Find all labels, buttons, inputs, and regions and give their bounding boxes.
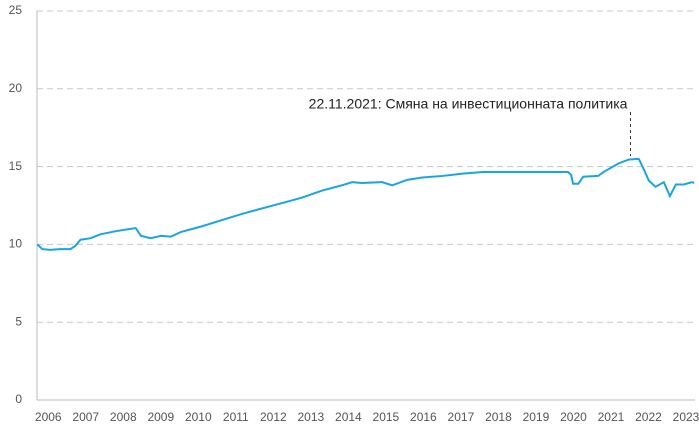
y-tick-label: 15 [9,159,23,173]
y-tick-label: 0 [15,392,22,406]
x-tick-label: 2022 [635,410,662,424]
y-tick-label: 20 [9,81,23,95]
y-tick-label: 5 [15,314,22,328]
x-tick-label: 2014 [335,410,362,424]
annotation-text: 22.11.2021: Смяна на инвестиционната пол… [309,96,628,112]
x-tick-label: 2011 [223,410,249,424]
x-tick-label: 2015 [373,410,400,424]
x-tick-label: 2016 [410,410,437,424]
x-tick-label: 2010 [185,410,212,424]
x-tick-label: 2020 [560,410,587,424]
y-tick-label: 10 [9,237,23,251]
x-tick-label: 2021 [598,410,625,424]
x-tick-label: 2007 [72,410,99,424]
x-tick-label: 2006 [35,410,62,424]
data-line [36,157,695,251]
y-tick-label: 25 [9,3,23,17]
x-tick-label: 2018 [485,410,512,424]
x-tick-label: 2009 [147,410,174,424]
x-tick-label: 2008 [110,410,137,424]
x-tick-label: 2023 [673,410,699,424]
x-tick-label: 2013 [298,410,325,424]
x-tick-label: 2019 [523,410,550,424]
x-tick-label: 2017 [448,410,475,424]
x-tick-label: 2012 [260,410,287,424]
